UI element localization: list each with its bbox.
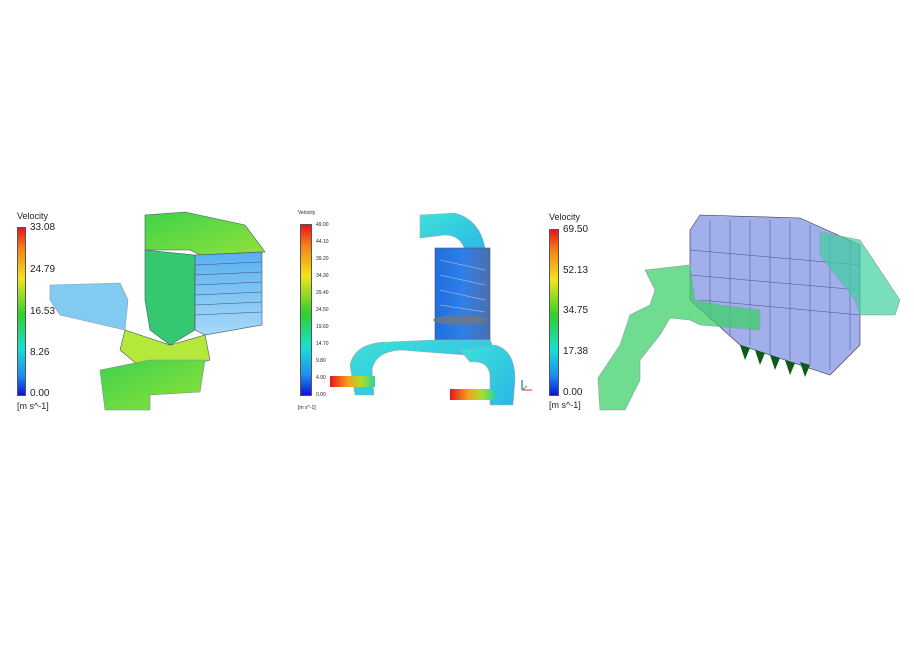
legend-tick: 0.00 [563,387,583,398]
legend-tick: 29.40 [316,290,329,296]
color-scale-bar [17,227,26,396]
legend-tick: 44.10 [316,239,329,245]
legend-title: Velocity [298,210,316,216]
legend-tick: 17.38 [563,346,589,357]
legend-tick: 39.20 [316,256,329,262]
color-scale-bar [549,229,559,396]
precipitator-model [597,214,901,411]
legend-tick: 34.75 [563,305,589,316]
legend-unit: [m s^-1] [298,405,316,411]
color-scale-bar [300,224,312,396]
legend-tick: 4.90 [316,375,326,381]
legend-tick: 34.30 [316,273,329,279]
legend-tick: 33.08 [30,222,56,233]
legend-tick: 0.00 [316,392,326,398]
legend-unit: [m s^-1] [549,400,581,410]
legend-tick: 14.70 [316,341,329,347]
legend-unit: [m s^-1] [17,401,49,411]
legend-tick: 16.53 [30,306,56,317]
legend-tick: 9.80 [316,358,326,364]
legend-title: Velocity [549,212,581,222]
legend-tick: 24.79 [30,264,56,275]
legend-tick: 49.00 [316,222,329,228]
legend-tick: 69.50 [563,224,589,235]
legend-tick: 8.26 [30,347,50,358]
axis-triad-icon [521,380,532,391]
legend-tick: 0.00 [30,388,50,399]
legend-tick: 19.60 [316,324,329,330]
boiler-model [49,211,266,411]
scrubber-model [330,212,532,406]
legend-title: Velocity [17,211,49,221]
legend-tick: 52.13 [563,265,589,276]
legend-tick: 24.50 [316,307,329,313]
